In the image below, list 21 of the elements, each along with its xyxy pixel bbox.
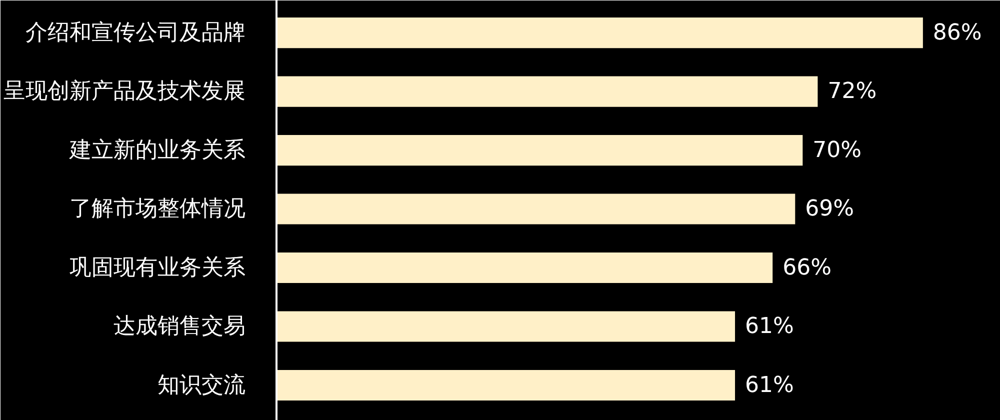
bar <box>276 370 736 401</box>
data-label: 69% <box>805 196 854 222</box>
bar <box>276 311 736 342</box>
bar <box>276 194 796 224</box>
y-tick-label: 达成销售交易 <box>114 314 246 340</box>
y-tick-label: 了解市场整体情况 <box>70 196 246 222</box>
y-tick-label: 呈现创新产品及技术发展 <box>4 79 246 104</box>
y-tick-label: 建立新的业务关系 <box>68 138 246 163</box>
bar <box>276 18 923 48</box>
data-label: 61% <box>745 314 794 340</box>
data-label: 72% <box>828 79 877 104</box>
bar <box>276 252 773 284</box>
data-label: 70% <box>812 138 862 163</box>
data-label: 61% <box>745 372 794 398</box>
y-tick-label: 巩固现有业务关系 <box>70 255 246 280</box>
y-tick-label: 知识交流 <box>158 372 246 398</box>
bar <box>276 76 818 107</box>
data-label: 66% <box>782 255 832 280</box>
bar <box>276 135 803 166</box>
y-tick-label: 介绍和宣传公司及品牌 <box>26 20 246 46</box>
data-label: 86% <box>932 20 982 46</box>
